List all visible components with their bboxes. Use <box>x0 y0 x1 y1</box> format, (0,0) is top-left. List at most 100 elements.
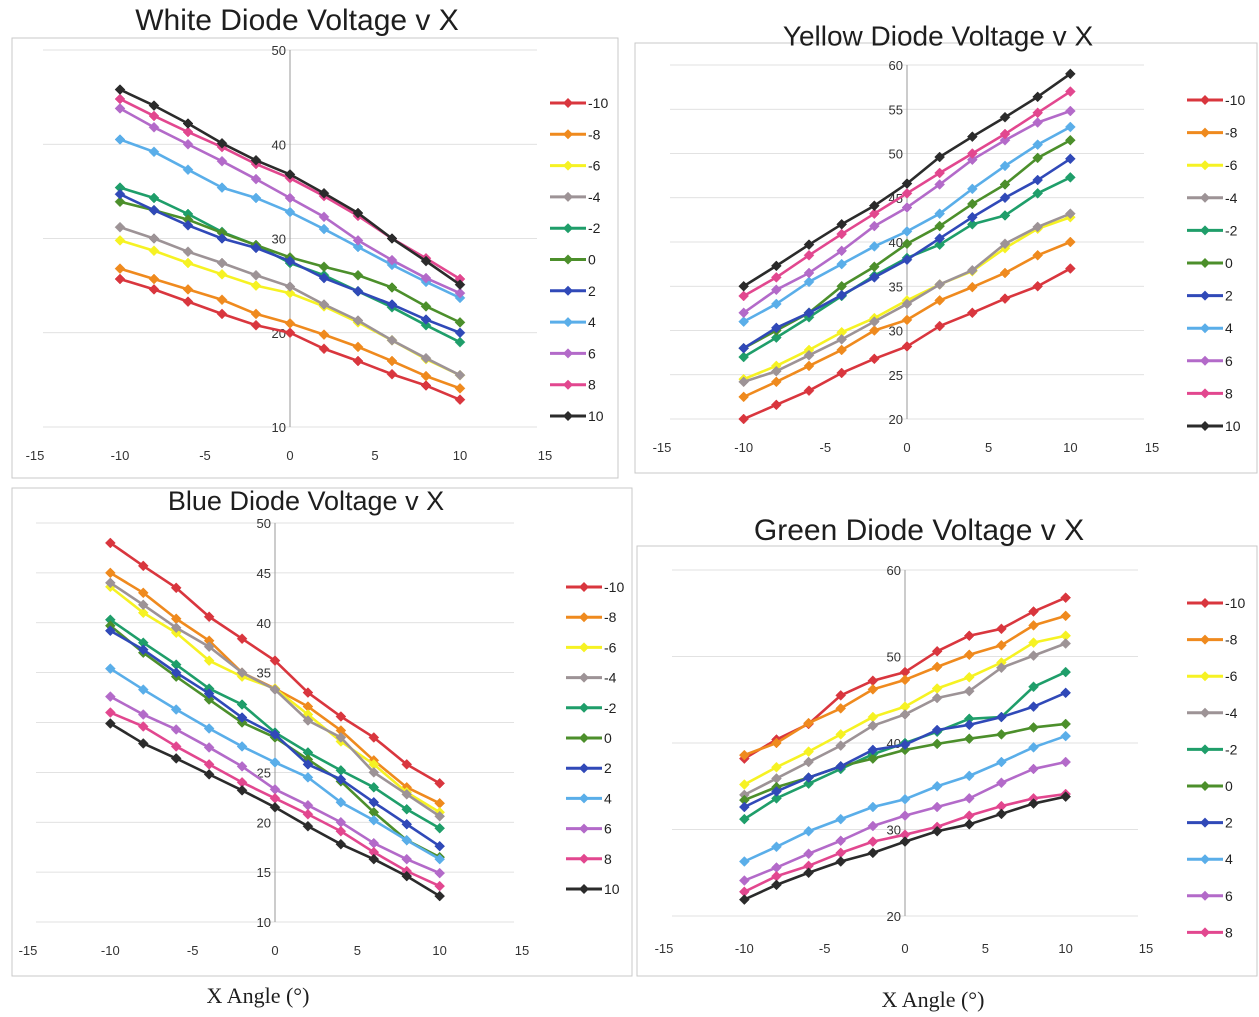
data-point <box>170 704 182 715</box>
legend-marker <box>579 793 589 804</box>
data-point <box>1032 152 1044 164</box>
x-tick-label: 5 <box>982 941 989 956</box>
data-point <box>368 853 380 865</box>
y-tick-label: 60 <box>889 58 903 73</box>
data-point <box>931 825 943 837</box>
data-point <box>901 226 913 237</box>
data-point <box>420 255 432 267</box>
legend-label: 4 <box>1225 320 1233 336</box>
legend-label: 6 <box>604 821 612 837</box>
chart-frame <box>636 545 1258 977</box>
data-point <box>963 793 975 804</box>
legend-entry: 6 <box>1187 353 1233 369</box>
data-point <box>1028 637 1039 649</box>
y-tick-label: 40 <box>272 137 286 152</box>
legend-marker <box>1200 421 1210 431</box>
legend-marker <box>563 411 573 421</box>
data-point <box>1060 756 1072 768</box>
data-point <box>434 822 446 834</box>
data-point <box>934 208 946 220</box>
y-tick-label: 55 <box>889 102 903 117</box>
data-point <box>1028 763 1039 775</box>
data-point <box>899 739 911 751</box>
legend-marker <box>579 672 589 683</box>
data-point <box>182 126 194 138</box>
data-point <box>899 836 911 847</box>
legend-label: -4 <box>1225 190 1238 206</box>
data-point <box>148 146 160 158</box>
data-point <box>148 121 160 133</box>
legend-entry: 8 <box>566 851 612 867</box>
data-point <box>148 204 160 216</box>
data-point <box>250 154 262 166</box>
data-point <box>302 808 314 820</box>
data-point <box>934 167 946 179</box>
legend-entry: -2 <box>1187 741 1238 757</box>
x-tick-label: 10 <box>453 448 467 463</box>
data-point <box>868 261 880 273</box>
data-point <box>901 187 913 199</box>
data-point <box>250 308 262 320</box>
data-point <box>401 759 413 770</box>
data-point <box>269 684 281 695</box>
y-tick-label: 30 <box>889 324 903 339</box>
x-tick-label: 5 <box>354 943 361 958</box>
legend-marker <box>563 379 573 390</box>
data-point <box>771 761 782 773</box>
legend-label: 6 <box>588 345 596 361</box>
data-point <box>352 355 364 367</box>
data-point <box>434 867 446 879</box>
legend-marker <box>563 317 573 328</box>
x-axis-label: X Angle (°) <box>882 987 985 1012</box>
legend-entry: 8 <box>1187 385 1233 401</box>
data-point <box>148 284 160 295</box>
data-point <box>302 759 314 770</box>
legend-entry: -6 <box>550 158 601 174</box>
data-point <box>250 319 262 331</box>
data-point <box>934 233 946 244</box>
data-point <box>996 808 1007 820</box>
legend-label: 2 <box>588 283 596 299</box>
data-point <box>999 128 1011 140</box>
legend-marker <box>1200 707 1210 718</box>
data-point <box>931 780 943 792</box>
data-point <box>137 587 149 599</box>
data-point <box>934 279 946 290</box>
data-point <box>104 625 116 637</box>
legend-label: -10 <box>1225 92 1245 108</box>
data-point <box>250 280 262 291</box>
data-point <box>420 301 432 312</box>
chart-frame <box>11 37 619 479</box>
data-point <box>182 164 194 176</box>
legend-entry: -2 <box>1187 222 1238 238</box>
data-point <box>966 183 978 195</box>
data-point <box>269 801 281 813</box>
legend-entry: 2 <box>566 760 612 776</box>
data-point <box>401 834 413 846</box>
y-tick-label: 40 <box>257 616 271 631</box>
data-point <box>401 803 413 815</box>
data-point <box>835 703 847 714</box>
data-point <box>368 732 380 743</box>
data-point <box>269 757 281 768</box>
data-point <box>803 249 815 261</box>
data-point <box>454 279 466 291</box>
legend-entry: 8 <box>550 377 596 393</box>
data-point <box>999 134 1011 146</box>
data-point <box>803 267 815 279</box>
data-point <box>352 269 364 281</box>
data-point <box>368 814 380 826</box>
data-point <box>284 281 296 292</box>
data-point <box>386 299 398 310</box>
legend-marker <box>563 98 573 108</box>
legend-label: -6 <box>1225 157 1238 173</box>
legend-entry: -2 <box>566 700 617 716</box>
data-point <box>996 728 1007 740</box>
data-point <box>966 154 978 166</box>
legend-marker <box>563 160 573 171</box>
data-point <box>401 853 413 865</box>
legend-marker <box>579 582 589 592</box>
data-point <box>1064 105 1076 117</box>
legend-marker <box>563 285 573 296</box>
data-point <box>770 272 782 283</box>
